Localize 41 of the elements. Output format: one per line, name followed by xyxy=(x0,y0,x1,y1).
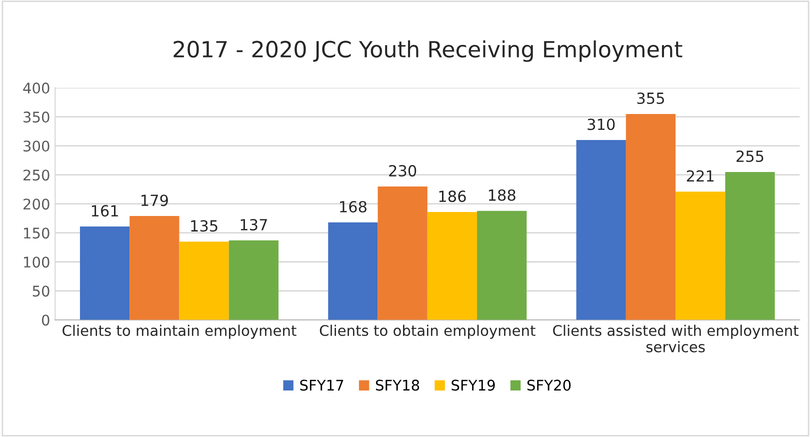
bar xyxy=(676,192,726,320)
data-label: 161 xyxy=(92,205,118,217)
data-label: 230 xyxy=(389,164,416,177)
bar xyxy=(228,240,278,320)
y-tick-label: 200 xyxy=(24,198,50,210)
bar xyxy=(80,226,130,320)
data-label: 179 xyxy=(142,194,168,206)
bar xyxy=(427,212,478,320)
x-tick-label: Clients assisted with employment services xyxy=(553,324,798,352)
bar xyxy=(725,172,775,320)
bar xyxy=(576,140,626,320)
data-label: 186 xyxy=(439,190,466,202)
data-label: 188 xyxy=(488,189,516,201)
bar xyxy=(179,242,229,320)
data-label: 137 xyxy=(240,218,267,231)
legend-label: SFY18 xyxy=(376,380,420,391)
data-label: 168 xyxy=(340,200,366,213)
data-label: 255 xyxy=(736,150,764,162)
y-tick-label: 50 xyxy=(32,286,50,297)
y-tick-label: 300 xyxy=(24,140,50,152)
y-tick-label: 100 xyxy=(24,256,50,268)
y-tick-label: 350 xyxy=(24,112,50,123)
data-label: 355 xyxy=(637,92,664,104)
legend-label: SFY17 xyxy=(300,380,344,391)
bar xyxy=(626,114,676,320)
data-label: 221 xyxy=(686,170,714,182)
bar xyxy=(477,210,527,320)
legend-label: SFY20 xyxy=(527,380,571,391)
y-tick-label: 250 xyxy=(24,170,50,181)
chart-title: 2017 - 2020 JCC Youth Receiving Employment xyxy=(174,40,682,62)
bar xyxy=(130,216,180,320)
x-tick-label: Clients to maintain employment xyxy=(62,324,296,339)
data-label: 310 xyxy=(588,118,615,130)
bar xyxy=(378,186,428,320)
legend-label: SFY19 xyxy=(452,380,495,391)
bar xyxy=(328,222,378,320)
x-tick-label: Clients to obtain employment xyxy=(320,324,536,339)
data-label: 135 xyxy=(191,220,218,232)
y-tick-label: 150 xyxy=(24,228,50,239)
y-tick-label: 0 xyxy=(42,314,50,326)
y-tick-label: 400 xyxy=(23,82,50,94)
